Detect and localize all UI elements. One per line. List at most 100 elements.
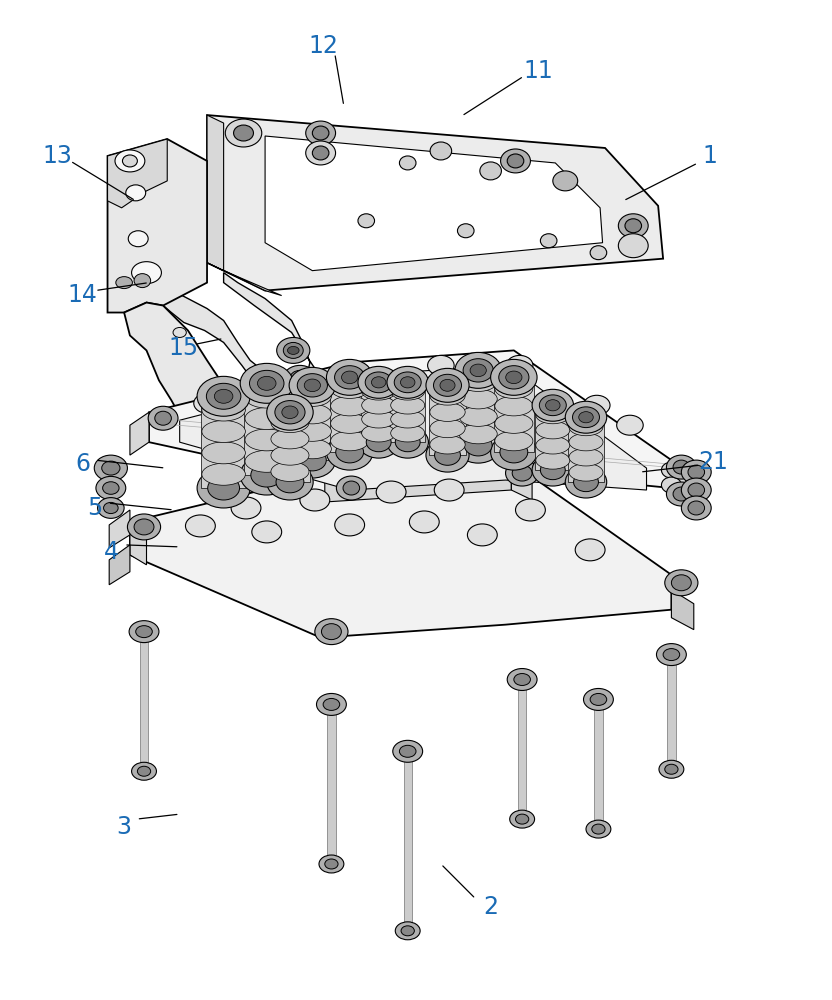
Ellipse shape [552,171,577,191]
Ellipse shape [267,394,313,430]
Ellipse shape [155,411,171,425]
Polygon shape [390,382,425,442]
Ellipse shape [459,407,498,426]
Ellipse shape [506,460,539,486]
Text: 15: 15 [169,336,199,360]
Ellipse shape [136,626,152,638]
Ellipse shape [358,426,399,458]
Ellipse shape [666,482,696,506]
Ellipse shape [365,372,392,393]
Ellipse shape [659,760,684,778]
Ellipse shape [592,824,605,834]
Ellipse shape [569,448,603,466]
Ellipse shape [590,693,607,705]
Polygon shape [109,510,130,548]
Text: 4: 4 [104,540,119,564]
Polygon shape [324,462,512,502]
Ellipse shape [312,126,329,140]
Ellipse shape [294,422,331,441]
Ellipse shape [299,449,326,471]
Ellipse shape [430,386,465,405]
Ellipse shape [666,455,696,479]
Ellipse shape [267,464,313,500]
Ellipse shape [297,374,328,397]
Ellipse shape [131,762,156,780]
Ellipse shape [127,514,161,540]
Ellipse shape [202,420,245,442]
Ellipse shape [569,418,603,436]
Ellipse shape [426,438,469,472]
Ellipse shape [275,401,305,424]
Ellipse shape [464,434,492,456]
Ellipse shape [245,408,289,429]
Ellipse shape [336,441,364,463]
Ellipse shape [661,462,681,478]
Ellipse shape [495,431,532,451]
Ellipse shape [362,396,396,414]
Ellipse shape [231,497,261,519]
Ellipse shape [129,621,159,643]
Ellipse shape [434,445,460,465]
Ellipse shape [215,389,233,403]
Ellipse shape [569,464,603,481]
Ellipse shape [371,377,386,388]
Ellipse shape [131,262,161,284]
Ellipse shape [314,619,348,645]
Text: 13: 13 [42,144,72,168]
Ellipse shape [434,479,464,501]
Ellipse shape [294,404,331,424]
Text: 12: 12 [308,34,338,58]
Ellipse shape [401,926,414,936]
Ellipse shape [321,624,341,640]
Ellipse shape [394,372,421,393]
Ellipse shape [495,396,532,416]
Ellipse shape [569,433,603,451]
Ellipse shape [290,370,310,386]
Ellipse shape [495,379,532,398]
Ellipse shape [688,483,705,497]
Ellipse shape [546,400,560,411]
Ellipse shape [586,820,611,838]
Ellipse shape [430,142,452,160]
Ellipse shape [330,396,369,416]
Ellipse shape [103,502,118,514]
Ellipse shape [376,481,406,503]
Polygon shape [149,350,671,488]
Polygon shape [518,680,527,819]
Polygon shape [130,462,671,638]
Ellipse shape [115,150,145,172]
Ellipse shape [583,688,613,710]
Text: 1: 1 [703,144,718,168]
Ellipse shape [288,346,299,354]
Ellipse shape [202,399,245,421]
Ellipse shape [186,515,215,537]
Ellipse shape [252,521,282,543]
Ellipse shape [673,487,690,501]
Ellipse shape [430,403,465,421]
Ellipse shape [393,740,423,762]
Ellipse shape [294,439,331,459]
Ellipse shape [245,450,289,472]
Ellipse shape [536,452,570,469]
Polygon shape [163,273,314,405]
Ellipse shape [663,649,680,661]
Ellipse shape [430,419,465,438]
Ellipse shape [565,401,607,433]
Ellipse shape [116,277,132,289]
Ellipse shape [271,413,309,433]
Text: 2: 2 [483,895,498,919]
Ellipse shape [282,406,298,419]
Ellipse shape [400,377,415,388]
Polygon shape [327,704,335,864]
Ellipse shape [294,374,305,382]
Ellipse shape [197,376,250,416]
Ellipse shape [358,366,399,398]
Ellipse shape [391,383,424,400]
Ellipse shape [507,355,533,375]
Ellipse shape [579,412,593,423]
Polygon shape [265,136,602,271]
Text: 6: 6 [75,452,90,476]
Ellipse shape [440,379,455,391]
Ellipse shape [395,922,420,940]
Ellipse shape [532,389,573,421]
